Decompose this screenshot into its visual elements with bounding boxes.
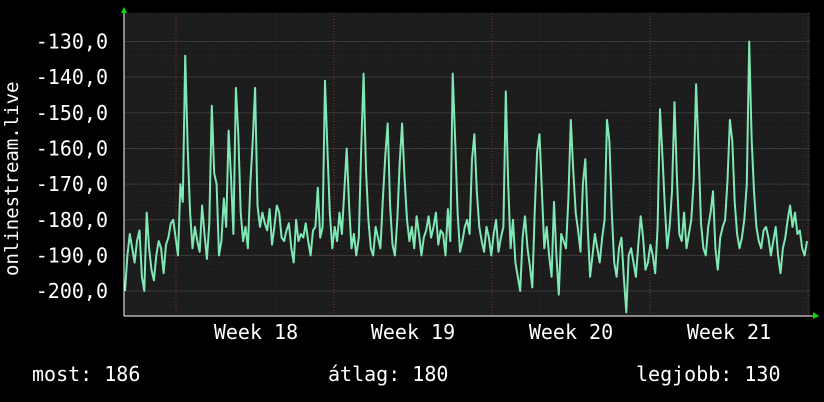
y-axis-arrow (121, 7, 127, 13)
y-axis-label: onlinestream.live (1, 82, 23, 276)
x-tick-label: Week 21 (687, 320, 771, 344)
x-tick-labels: Week 18 Week 19 Week 20 Week 21 (214, 320, 771, 344)
y-tick-label: -160,0 (36, 136, 108, 160)
y-tick-label: -190,0 (36, 243, 108, 267)
best-value-stat: legjobb: 130 (636, 362, 781, 386)
x-tick-label: Week 20 (529, 320, 613, 344)
y-tick-label: -150,0 (36, 101, 108, 125)
y-tick-labels: -130,0 -140,0 -150,0 -160,0 -170,0 -180,0 -190… (36, 30, 108, 304)
y-tick-label: -140,0 (36, 65, 108, 89)
x-tick-label: Week 18 (214, 320, 298, 344)
x-tick-label: Week 19 (371, 320, 455, 344)
average-value-stat: átlag: 180 (328, 362, 449, 386)
series-line (124, 40, 808, 314)
vertical-grid (143, 13, 809, 316)
y-tick-label: -180,0 (36, 208, 108, 232)
y-tick-label: -170,0 (36, 172, 108, 196)
current-value-stat: most: 186 (32, 362, 141, 386)
y-tick-label: -200,0 (36, 279, 108, 303)
y-tick-label: -130,0 (36, 30, 108, 54)
x-axis-arrow (813, 312, 819, 319)
